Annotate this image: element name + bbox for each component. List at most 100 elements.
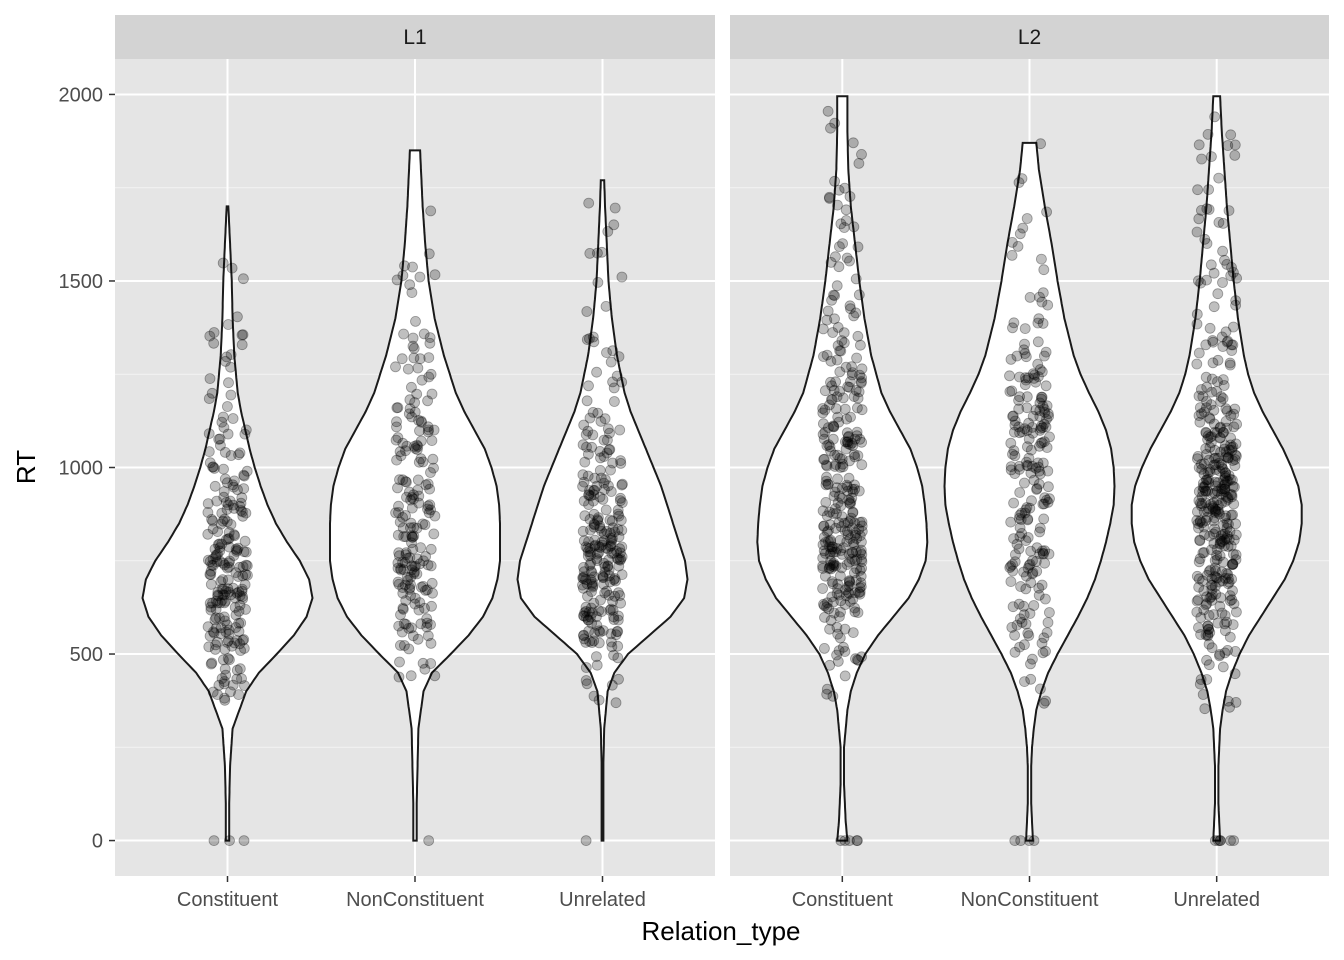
data-point <box>1217 374 1229 386</box>
data-point <box>1223 451 1234 463</box>
data-point <box>1031 483 1042 495</box>
data-point <box>614 590 626 601</box>
data-point <box>396 626 408 638</box>
data-point <box>821 601 832 613</box>
data-point <box>578 566 590 578</box>
data-point <box>849 587 861 598</box>
data-point <box>1043 410 1054 422</box>
data-point <box>205 601 217 613</box>
data-point <box>1196 458 1207 470</box>
data-point <box>850 273 862 285</box>
data-point <box>849 517 860 529</box>
data-point <box>409 443 421 454</box>
data-point <box>849 606 861 618</box>
data-point <box>831 508 842 519</box>
data-point <box>1005 353 1017 365</box>
data-point <box>206 559 218 571</box>
data-point <box>1218 474 1229 486</box>
data-point <box>603 554 614 566</box>
data-point <box>1033 313 1045 325</box>
data-point <box>580 675 592 686</box>
data-point <box>850 307 862 319</box>
data-point <box>1193 573 1205 585</box>
data-point <box>1004 386 1016 398</box>
data-point <box>825 615 837 626</box>
data-point <box>1204 464 1216 476</box>
data-point <box>830 251 841 263</box>
data-point <box>408 352 420 364</box>
data-point <box>844 381 855 393</box>
data-point <box>833 517 845 529</box>
data-point <box>1197 481 1209 493</box>
data-point <box>847 507 859 519</box>
data-point <box>1226 573 1237 585</box>
data-point <box>826 394 837 406</box>
data-point <box>393 578 405 590</box>
data-point <box>585 611 596 623</box>
data-point <box>818 418 829 430</box>
data-point <box>425 467 436 478</box>
data-point <box>595 472 607 484</box>
data-point <box>1011 350 1023 362</box>
data-point <box>831 280 843 292</box>
data-point <box>1018 600 1029 612</box>
data-point <box>411 439 423 451</box>
data-point <box>1214 422 1226 434</box>
data-point <box>398 640 410 651</box>
data-point <box>216 594 228 606</box>
data-point <box>1021 460 1033 471</box>
data-point <box>821 314 833 326</box>
data-point <box>592 515 604 527</box>
data-point <box>1217 575 1228 587</box>
data-point <box>824 560 836 571</box>
data-point <box>577 439 589 451</box>
data-point <box>218 486 230 497</box>
data-point <box>1041 413 1052 425</box>
facet-strip <box>730 15 1329 59</box>
data-point <box>846 483 858 495</box>
data-point <box>592 247 603 259</box>
data-point <box>613 351 625 363</box>
data-point <box>234 663 246 675</box>
data-point <box>1215 446 1226 458</box>
data-point <box>233 449 245 461</box>
data-point <box>831 354 843 366</box>
data-point <box>1196 463 1208 475</box>
data-point <box>412 362 424 374</box>
data-point <box>582 546 594 558</box>
data-point <box>842 485 853 497</box>
data-point <box>1195 612 1207 623</box>
data-point <box>419 663 431 675</box>
data-point <box>1039 545 1051 557</box>
data-point <box>1025 577 1037 589</box>
data-point <box>1213 576 1225 588</box>
data-point <box>408 530 420 542</box>
data-point <box>217 589 229 601</box>
data-point <box>409 397 421 408</box>
data-point <box>208 835 220 846</box>
data-point <box>844 580 855 592</box>
data-point <box>1206 431 1217 443</box>
data-point <box>1041 206 1052 218</box>
data-point <box>1216 530 1227 542</box>
data-point <box>227 413 239 424</box>
data-point <box>212 597 224 609</box>
data-point <box>229 530 241 542</box>
data-point <box>844 439 856 451</box>
data-point <box>852 402 863 414</box>
data-point <box>842 526 853 537</box>
data-point <box>1038 418 1050 430</box>
data-point <box>1027 653 1038 665</box>
data-point <box>1216 462 1228 473</box>
data-point <box>1038 498 1050 510</box>
data-point <box>418 328 430 340</box>
data-point <box>1209 111 1221 123</box>
data-point <box>1021 425 1033 436</box>
data-point <box>401 571 413 583</box>
data-point <box>239 428 251 440</box>
data-point <box>225 589 237 601</box>
data-point <box>1006 622 1018 633</box>
data-point <box>1214 649 1226 660</box>
data-point <box>583 489 595 501</box>
data-point <box>588 489 600 501</box>
